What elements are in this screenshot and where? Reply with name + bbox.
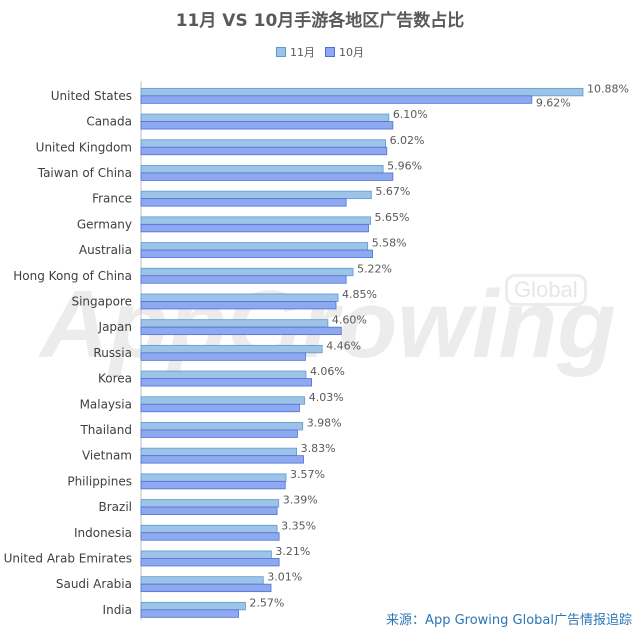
bar-nov (140, 370, 307, 379)
source-note: 来源：App Growing Global广告情报追踪 (386, 613, 632, 628)
bar-oct (140, 326, 342, 336)
data-label-nov: 5.67% (375, 185, 410, 198)
data-label-nov: 3.83% (301, 442, 336, 455)
bar-nov (140, 165, 384, 174)
category-label: Hong Kong of China (13, 269, 132, 283)
data-label-nov: 4.60% (332, 314, 367, 327)
bar-nov (140, 113, 390, 122)
category-label: Malaysia (80, 397, 132, 411)
category-label: Taiwan of China (37, 166, 132, 180)
category-label: United Arab Emirates (4, 551, 132, 565)
data-label-nov: 4.06% (310, 365, 345, 378)
bar-oct (140, 506, 278, 515)
data-label-nov: 10.88% (587, 82, 629, 95)
bar-oct (140, 249, 373, 258)
bar-nov (140, 216, 371, 225)
data-label-oct: 9.62% (536, 96, 571, 109)
bar-nov (140, 576, 264, 585)
bar-nov (140, 267, 354, 277)
data-label-nov: 3.39% (283, 494, 318, 507)
bar-oct (140, 172, 394, 181)
legend-swatch-oct (325, 47, 335, 57)
bar-nov (140, 319, 329, 328)
category-label: Canada (86, 115, 132, 129)
category-label: Saudi Arabia (56, 577, 132, 591)
category-label: United Kingdom (36, 140, 132, 154)
data-label-nov: 3.01% (267, 571, 302, 584)
bar-oct (140, 480, 286, 490)
bar-oct (140, 223, 369, 233)
data-label-nov: 6.10% (393, 108, 428, 121)
legend: 11月 10月 (0, 44, 640, 60)
bar-nov (140, 499, 280, 508)
bar-nov (140, 473, 287, 482)
data-label-nov: 5.96% (387, 159, 422, 172)
chart-title: 11月 VS 10月手游各地区广告数占比 (175, 11, 465, 31)
category-label: Germany (77, 217, 132, 231)
bar-nov (140, 601, 246, 611)
category-label: Thailand (79, 423, 132, 437)
legend-swatch-nov (276, 47, 286, 57)
bar-oct (140, 532, 280, 541)
data-label-nov: 3.57% (290, 468, 325, 481)
bar-nov (140, 190, 372, 200)
bar-nov (140, 550, 272, 559)
bar-nov (140, 396, 306, 405)
legend-item-oct: 10月 (325, 44, 364, 60)
category-label: Russia (93, 346, 132, 360)
data-label-nov: 4.03% (309, 391, 344, 404)
category-label: Vietnam (82, 449, 132, 463)
category-label: Korea (98, 372, 132, 386)
category-label: Philippines (67, 474, 132, 488)
data-label-nov: 5.65% (375, 211, 410, 224)
bar-nov (140, 447, 297, 457)
legend-label-oct: 10月 (339, 46, 364, 59)
bar-oct (140, 198, 347, 207)
category-label: Singapore (71, 294, 132, 308)
category-label: France (92, 192, 132, 206)
category-label: Indonesia (74, 526, 132, 540)
bar-oct (140, 609, 239, 618)
bar-oct (140, 455, 304, 464)
bar-nov (140, 87, 584, 97)
bar-nov (140, 293, 339, 302)
bar-nov (140, 242, 369, 251)
bar-oct (140, 301, 337, 310)
bar-oct (140, 275, 347, 284)
bar-nov (140, 344, 323, 354)
legend-label-nov: 11月 (290, 46, 315, 59)
data-label-nov: 2.57% (249, 596, 284, 609)
bar-oct (140, 95, 533, 104)
bar-oct (140, 429, 298, 438)
bar-nov (140, 524, 278, 534)
bar-oct (140, 121, 394, 130)
data-label-nov: 3.35% (281, 519, 316, 532)
category-label: Australia (79, 243, 132, 257)
category-label: Brazil (99, 500, 133, 514)
watermark-badge: Global (505, 274, 587, 306)
category-label: India (103, 603, 132, 617)
bar-nov (140, 139, 386, 148)
bar-oct (140, 378, 313, 387)
data-label-nov: 5.22% (357, 262, 392, 275)
bar-oct (140, 352, 306, 361)
data-label-nov: 3.98% (307, 416, 342, 429)
data-label-nov: 6.02% (390, 134, 425, 147)
bar-oct (140, 558, 280, 567)
data-label-nov: 4.46% (326, 339, 361, 352)
bar-oct (140, 146, 388, 156)
bar-nov (140, 422, 304, 431)
legend-item-nov: 11月 (276, 44, 315, 60)
bar-oct (140, 403, 300, 413)
bar-oct (140, 583, 272, 593)
category-label: Japan (98, 320, 132, 334)
data-label-nov: 5.58% (372, 237, 407, 250)
data-label-nov: 3.21% (275, 545, 310, 558)
data-label-nov: 4.85% (342, 288, 377, 301)
category-label: United States (51, 89, 132, 103)
